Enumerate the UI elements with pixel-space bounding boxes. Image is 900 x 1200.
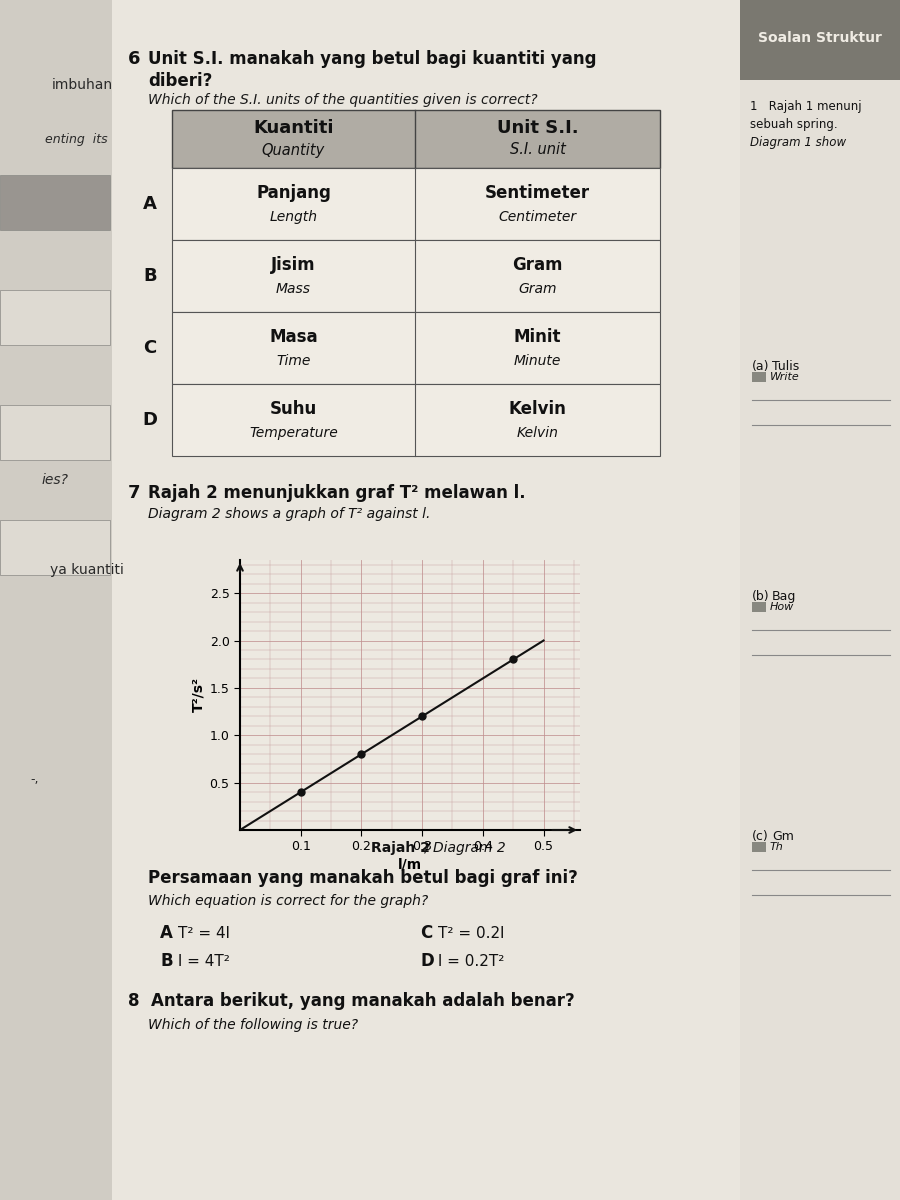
Text: (b): (b) [752, 590, 770, 602]
Text: Temperature: Temperature [249, 426, 338, 440]
Text: Unit S.I.: Unit S.I. [497, 119, 579, 137]
Text: l = 0.2T²: l = 0.2T² [438, 954, 504, 968]
Text: Diagram 2 shows a graph of T² against l.: Diagram 2 shows a graph of T² against l. [148, 506, 430, 521]
Text: Write: Write [770, 372, 800, 382]
Text: How: How [770, 602, 794, 612]
Text: Gram: Gram [518, 282, 557, 296]
Text: ya kuantiti: ya kuantiti [50, 563, 124, 577]
Text: Tulis: Tulis [772, 360, 799, 373]
Text: Suhu: Suhu [270, 400, 317, 418]
Text: diberi?: diberi? [148, 72, 212, 90]
Text: Kelvin: Kelvin [508, 400, 566, 418]
Text: Rajah 2 menunjukkan graf T² melawan l.: Rajah 2 menunjukkan graf T² melawan l. [148, 484, 526, 502]
FancyBboxPatch shape [0, 175, 110, 230]
Text: imbuhan: imbuhan [52, 78, 113, 92]
FancyBboxPatch shape [0, 0, 112, 1200]
FancyBboxPatch shape [172, 240, 660, 312]
Text: Diagram 1 show: Diagram 1 show [750, 136, 846, 149]
Text: Jisim: Jisim [271, 256, 316, 274]
Text: (c): (c) [752, 830, 769, 842]
Text: Th: Th [770, 842, 784, 852]
Text: Which of the S.I. units of the quantities given is correct?: Which of the S.I. units of the quantitie… [148, 92, 537, 107]
FancyBboxPatch shape [172, 110, 660, 168]
Text: Which of the following is true?: Which of the following is true? [148, 1018, 358, 1032]
Text: S.I. unit: S.I. unit [509, 143, 565, 157]
Text: 1   Rajah 1 menunj: 1 Rajah 1 menunj [750, 100, 861, 113]
Text: Panjang: Panjang [256, 184, 331, 202]
Text: C: C [420, 924, 432, 942]
Text: Which equation is correct for the graph?: Which equation is correct for the graph? [148, 894, 428, 908]
Text: T² = 4l: T² = 4l [178, 925, 230, 941]
Text: Time: Time [276, 354, 310, 368]
X-axis label: l/m: l/m [398, 858, 422, 871]
FancyBboxPatch shape [752, 602, 766, 612]
Text: T² = 0.2l: T² = 0.2l [438, 925, 504, 941]
Text: Persamaan yang manakah betul bagi graf ini?: Persamaan yang manakah betul bagi graf i… [148, 869, 578, 887]
Text: Mass: Mass [276, 282, 311, 296]
Text: Length: Length [269, 210, 318, 224]
Text: A: A [160, 924, 173, 942]
FancyBboxPatch shape [740, 0, 900, 1200]
Text: Unit S.I. manakah yang betul bagi kuantiti yang: Unit S.I. manakah yang betul bagi kuanti… [148, 50, 597, 68]
Text: Bag: Bag [772, 590, 796, 602]
Text: Centimeter: Centimeter [499, 210, 577, 224]
Text: Gram: Gram [512, 256, 562, 274]
Text: / Diagram 2: / Diagram 2 [424, 841, 506, 854]
Text: Rajah 2: Rajah 2 [371, 841, 429, 854]
Text: (a): (a) [752, 360, 770, 373]
Text: Kelvin: Kelvin [517, 426, 558, 440]
Text: ies?: ies? [42, 473, 69, 487]
FancyBboxPatch shape [172, 312, 660, 384]
Text: C: C [143, 338, 157, 358]
Text: sebuah spring.: sebuah spring. [750, 118, 838, 131]
Text: 6: 6 [128, 50, 140, 68]
Y-axis label: T²/s²: T²/s² [192, 678, 205, 713]
Text: 7: 7 [128, 484, 140, 502]
Text: Minute: Minute [514, 354, 562, 368]
Text: -,: -, [30, 774, 39, 786]
Text: 8  Antara berikut, yang manakah adalah benar?: 8 Antara berikut, yang manakah adalah be… [128, 992, 575, 1010]
Text: Masa: Masa [269, 328, 318, 346]
FancyBboxPatch shape [0, 290, 110, 346]
FancyBboxPatch shape [0, 520, 110, 575]
Text: B: B [160, 952, 173, 970]
Text: Kuantiti: Kuantiti [253, 119, 334, 137]
Text: Gm: Gm [772, 830, 794, 842]
Text: D: D [142, 410, 157, 428]
Text: l = 4T²: l = 4T² [178, 954, 230, 968]
Text: Soalan Struktur: Soalan Struktur [758, 31, 882, 44]
Text: B: B [143, 266, 157, 284]
Text: Minit: Minit [514, 328, 562, 346]
FancyBboxPatch shape [172, 168, 660, 240]
Text: Sentimeter: Sentimeter [485, 184, 590, 202]
FancyBboxPatch shape [752, 842, 766, 852]
FancyBboxPatch shape [0, 404, 110, 460]
FancyBboxPatch shape [172, 384, 660, 456]
FancyBboxPatch shape [740, 0, 900, 80]
Text: D: D [420, 952, 434, 970]
Text: Quantity: Quantity [262, 143, 325, 157]
Text: A: A [143, 194, 157, 214]
Text: enting  its: enting its [45, 133, 108, 146]
FancyBboxPatch shape [752, 372, 766, 382]
FancyBboxPatch shape [112, 0, 740, 1200]
